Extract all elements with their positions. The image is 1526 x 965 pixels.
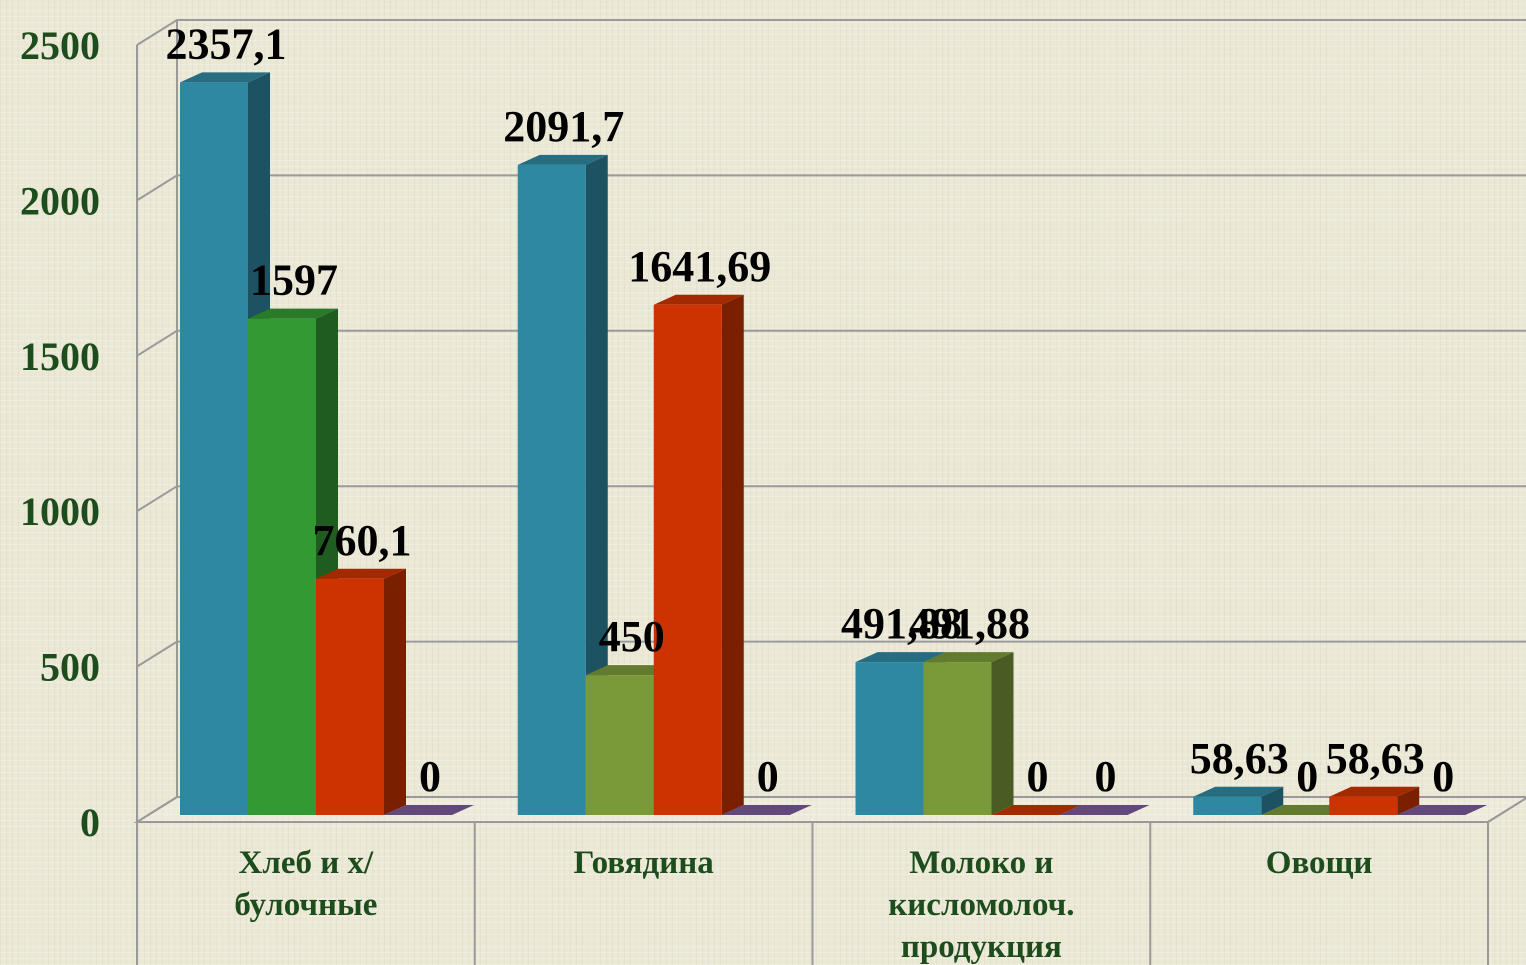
value-label: 2091,7	[503, 102, 624, 151]
bar-side	[721, 294, 744, 815]
bar-front	[180, 82, 248, 815]
bar-top	[855, 652, 946, 663]
bar-top	[316, 568, 406, 579]
bar-top	[653, 294, 744, 305]
bar-front	[1329, 796, 1398, 815]
bar-side	[585, 154, 608, 815]
bar-front	[653, 304, 722, 815]
x-tick-label: Молоко и кисломолоч. продукция	[888, 845, 1075, 965]
bar-side	[1261, 786, 1284, 815]
value-label: 760,1	[313, 516, 412, 565]
value-label: 0	[1027, 752, 1049, 801]
bar	[1397, 805, 1488, 815]
x-tick-label: Говядина	[573, 845, 714, 881]
bar-top	[1193, 786, 1284, 797]
grid-line	[136, 640, 1526, 668]
grid-line	[136, 796, 1526, 823]
bar-top	[1329, 786, 1420, 797]
value-label: 0	[757, 752, 779, 801]
value-label: 58,63	[1190, 734, 1289, 783]
y-tick-label: 2000	[20, 178, 100, 223]
bar-side	[991, 652, 1014, 815]
grid-line	[136, 329, 1526, 357]
bar-top	[585, 665, 676, 676]
grid-line	[136, 19, 1526, 46]
value-label: 0	[1432, 752, 1454, 801]
bar	[991, 805, 1082, 815]
y-tick-label: 0	[80, 800, 100, 845]
value-label: 1641,69	[628, 242, 771, 291]
bar	[721, 805, 812, 815]
bar-top	[1397, 805, 1488, 815]
bar-top	[1059, 805, 1150, 815]
y-tick-label: 1000	[20, 489, 100, 534]
value-label: 0	[419, 752, 441, 801]
grid-line	[136, 485, 1526, 513]
value-label: 58,63	[1326, 734, 1425, 783]
bar-front	[923, 662, 992, 815]
bar-front	[585, 675, 654, 815]
value-label: 1597	[250, 256, 338, 305]
bar-top	[180, 72, 270, 83]
value-label: 2357,1	[166, 19, 287, 68]
bar	[923, 652, 1014, 815]
value-label: 0	[1296, 752, 1318, 801]
y-tick-label: 500	[40, 645, 100, 690]
bar	[316, 568, 406, 815]
y-tick-label: 1500	[20, 334, 100, 379]
bar-top	[384, 805, 474, 815]
bar-top	[721, 805, 812, 815]
bar	[653, 294, 744, 815]
x-tick-label: Хлеб и х/булочные	[234, 845, 378, 923]
bar-front	[517, 164, 586, 815]
bar-front	[316, 578, 384, 815]
bar-side	[384, 568, 406, 815]
bar-top	[248, 308, 338, 319]
floor-right-edge	[1487, 797, 1526, 823]
bar	[1193, 786, 1284, 815]
bar-front	[1193, 796, 1262, 815]
bar-top	[923, 652, 1014, 663]
bar-top	[517, 154, 608, 165]
bar	[248, 308, 338, 815]
bar-top	[991, 805, 1082, 815]
y-tick-label: 2500	[20, 23, 100, 68]
value-label: 450	[599, 612, 665, 661]
value-label: 0	[1095, 752, 1117, 801]
bar-front	[855, 662, 924, 815]
bar	[1261, 805, 1352, 815]
bar	[1329, 786, 1420, 815]
bar	[384, 805, 474, 815]
grid-line	[136, 174, 1526, 202]
bar-side	[1397, 786, 1420, 815]
x-tick-label: Овощи	[1265, 845, 1373, 881]
bar	[1059, 805, 1150, 815]
bar-front	[248, 318, 316, 815]
value-label: 491,88	[909, 599, 1030, 648]
value-label: 491,88	[841, 599, 962, 648]
bar	[517, 154, 608, 815]
bar-top	[1261, 805, 1352, 815]
